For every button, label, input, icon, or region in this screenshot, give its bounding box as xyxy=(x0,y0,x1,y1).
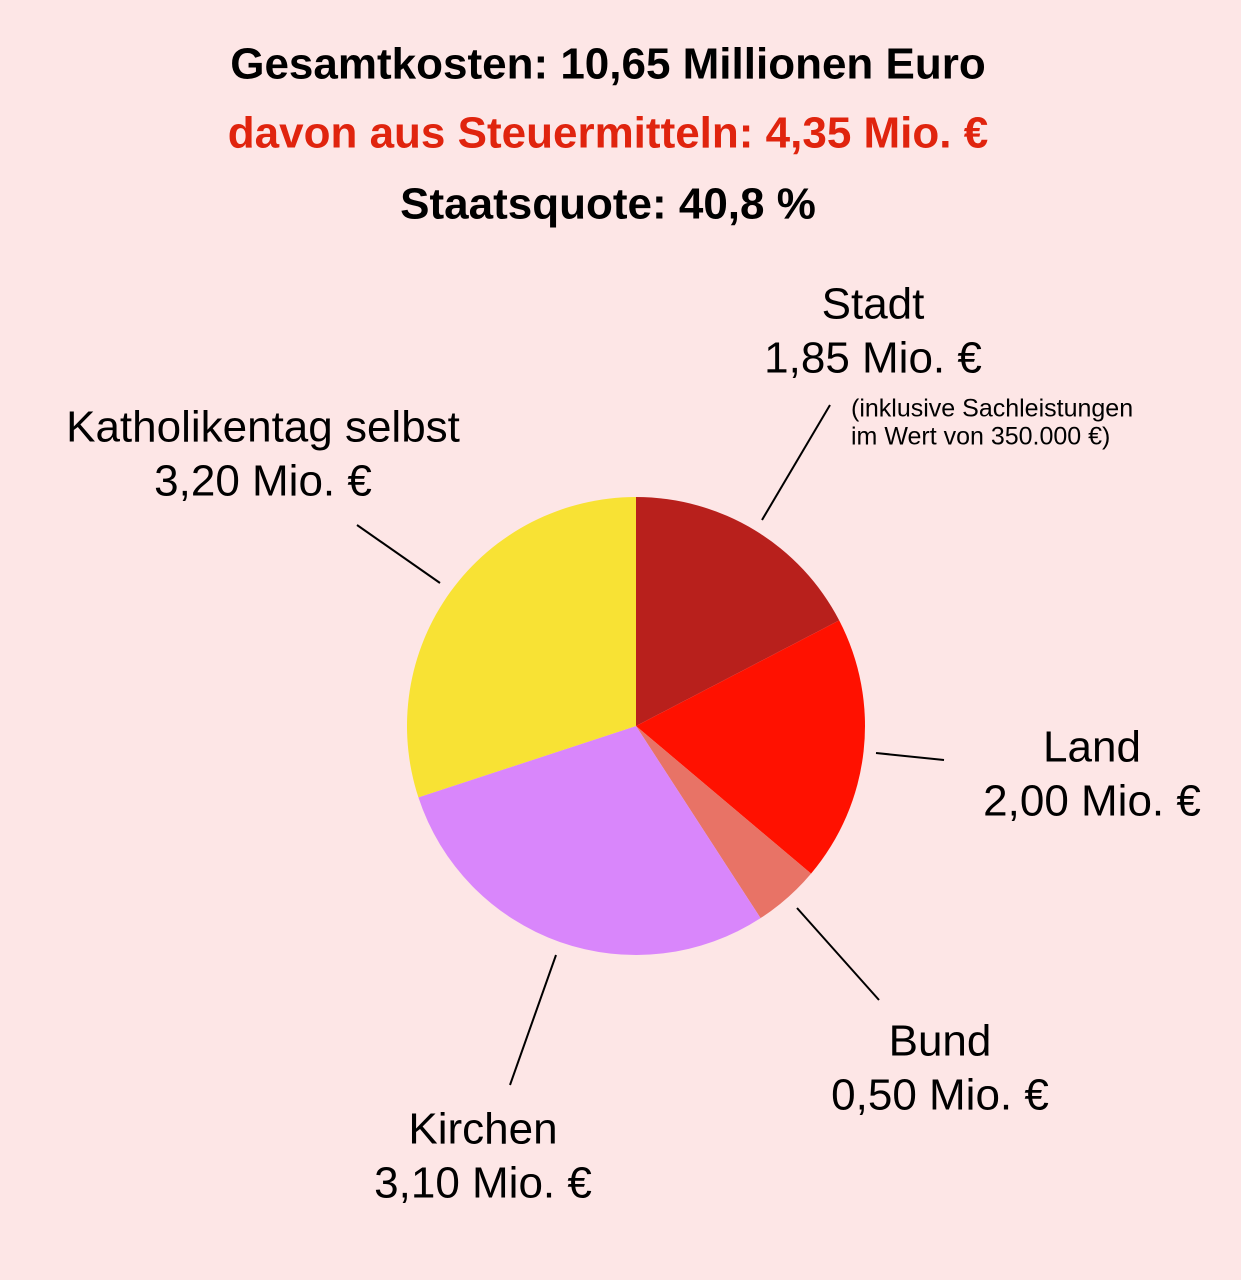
slice-label: Stadt xyxy=(822,280,925,329)
value-label: 3,10 Mio. € xyxy=(374,1159,592,1208)
slice-label: Katholikentag selbst xyxy=(66,403,460,452)
slice-label: Land xyxy=(1043,723,1141,772)
chart-caption: Staatsquote: 40,8 % xyxy=(400,180,816,229)
pie-slice xyxy=(636,497,840,726)
leader-line xyxy=(796,907,880,1001)
leader-line xyxy=(509,954,557,1086)
slice-label: Bund xyxy=(889,1017,992,1066)
chart-subtitle: davon aus Steuermitteln: 4,35 Mio. € xyxy=(228,109,988,158)
leader-line xyxy=(875,752,945,761)
value-label: 3,20 Mio. € xyxy=(154,457,372,506)
annotation: (inklusive Sachleistungen xyxy=(851,395,1133,423)
chart-title: Gesamtkosten: 10,65 Millionen Euro xyxy=(230,40,986,89)
value-label: 0,50 Mio. € xyxy=(831,1071,1049,1120)
slice-label: Kirchen xyxy=(408,1105,557,1154)
pie-slice xyxy=(407,497,636,798)
pie-slice xyxy=(636,726,812,919)
leader-line xyxy=(356,524,441,584)
value-label: 2,00 Mio. € xyxy=(983,777,1201,826)
leader-line xyxy=(761,404,831,521)
value-label: 1,85 Mio. € xyxy=(764,334,982,383)
pie-slice xyxy=(418,726,761,955)
annotation: im Wert von 350.000 €) xyxy=(851,423,1110,451)
pie-slice xyxy=(636,620,865,874)
